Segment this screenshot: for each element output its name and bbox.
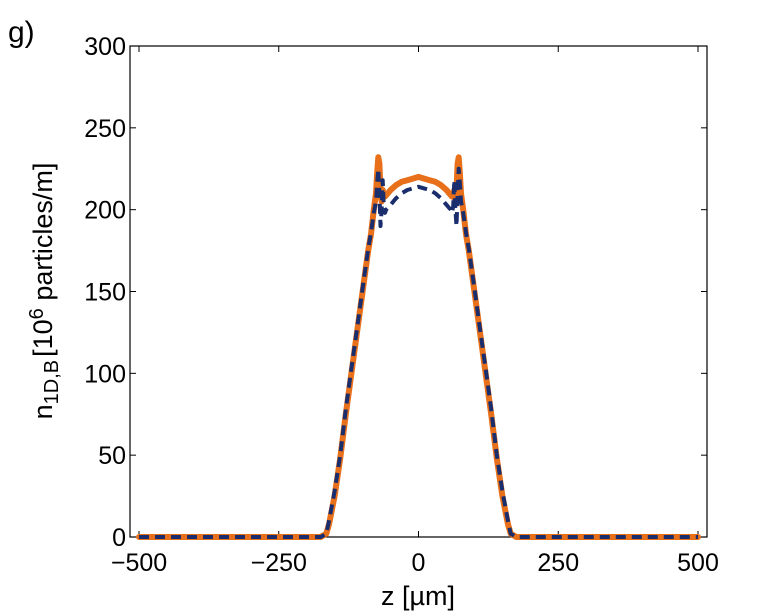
x-tick-label: −500 — [111, 549, 167, 577]
series-line-solid — [136, 154, 701, 540]
series-layer — [136, 154, 701, 540]
y-axis-label: n1D,B [106 particles/m] — [26, 163, 63, 420]
x-tick-label: 500 — [677, 549, 719, 577]
y-tick-label: 0 — [112, 524, 126, 552]
y-tick-label: 300 — [84, 33, 126, 61]
x-tick-label: 250 — [537, 549, 579, 577]
y-tick-label: 100 — [84, 360, 126, 388]
y-axis-label-sub: 1D,B — [41, 360, 63, 404]
plot-area-frame — [129, 45, 708, 538]
y-tick-label: 250 — [84, 115, 126, 143]
x-tick-label: −250 — [251, 549, 307, 577]
y-tick-label: 200 — [84, 197, 126, 225]
y-axis: 0 50 100 150 200 250 300 — [84, 33, 707, 552]
y-axis-label-rest: particles/m] — [28, 163, 58, 309]
x-axis-label: z [µm] — [381, 581, 455, 611]
y-axis-label-sup: 6 — [26, 308, 48, 319]
y-axis-label-bracket: [10 — [28, 319, 58, 357]
x-axis: −500 −250 0 250 500 — [111, 46, 719, 577]
panel-label: g) — [8, 16, 35, 49]
series-line-dashed — [139, 166, 698, 539]
y-tick-label: 150 — [84, 279, 126, 307]
y-tick-label: 50 — [98, 442, 126, 470]
y-axis-label-base: n — [28, 404, 58, 419]
x-tick-label: 0 — [412, 549, 426, 577]
